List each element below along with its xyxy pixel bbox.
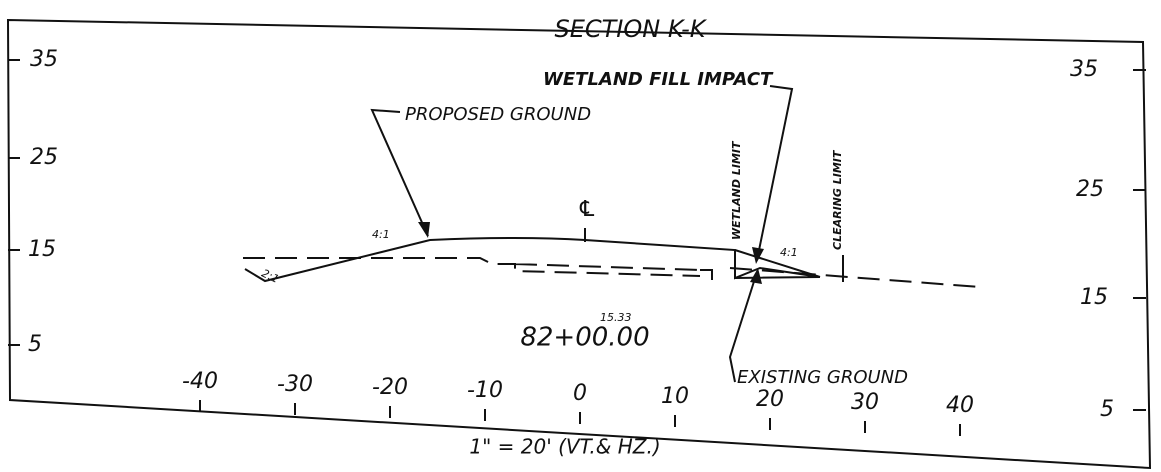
frame	[6, 18, 1152, 470]
slope-label: 2:1	[259, 267, 281, 286]
station-number: 82+00.00	[520, 323, 649, 353]
centerline-symbol: ℄	[577, 197, 597, 222]
right-axis-label: 35	[1070, 57, 1098, 82]
scale-note: 1" = 20' (VT.& HZ.)	[469, 435, 660, 459]
right-axis-label: 15	[1080, 285, 1108, 310]
bottom-axis-label: 20	[756, 387, 784, 412]
right-axis-label: 5	[1100, 397, 1114, 422]
proposed-ground-line	[244, 237, 821, 283]
bottom-axis-label: 0	[573, 381, 587, 406]
label-wetland-limit: WETLAND LIMIT	[730, 140, 743, 240]
label-clearing-limit: CLEARING LIMIT	[831, 149, 844, 250]
bottom-axis-label: -30	[277, 372, 313, 397]
slope-label: 4:1	[780, 246, 798, 259]
slope-label: 4:1	[372, 228, 390, 241]
leader	[756, 85, 794, 261]
left-axis-label: 15	[28, 237, 56, 262]
bottom-axis-label: 10	[661, 384, 689, 409]
bottom-axis-label: 30	[851, 390, 879, 415]
right-axis-label: 25	[1076, 177, 1104, 202]
bottom-axis-label: -40	[182, 369, 218, 394]
left-axis-label: 35	[30, 47, 58, 72]
leader	[728, 271, 758, 383]
arrowhead	[752, 247, 764, 264]
title: SECTION K-K	[554, 15, 707, 43]
bottom-axis-label: -10	[467, 378, 503, 403]
arrowhead	[418, 222, 430, 238]
left-axis-label: 5	[28, 332, 42, 357]
label-proposed-ground: PROPOSED GROUND	[405, 104, 591, 125]
label-existing-ground: EXISTING GROUND	[737, 367, 908, 388]
existing-ground-line	[243, 257, 981, 288]
bottom-axis-label: 40	[946, 393, 974, 418]
station-elevation: 15.33	[600, 311, 632, 324]
arrowhead	[750, 268, 762, 284]
leader	[370, 108, 429, 237]
left-axis-label: 25	[30, 145, 58, 170]
bottom-axis-label: -20	[372, 375, 408, 400]
label-wetland-fill: WETLAND FILL IMPACT	[543, 69, 774, 90]
